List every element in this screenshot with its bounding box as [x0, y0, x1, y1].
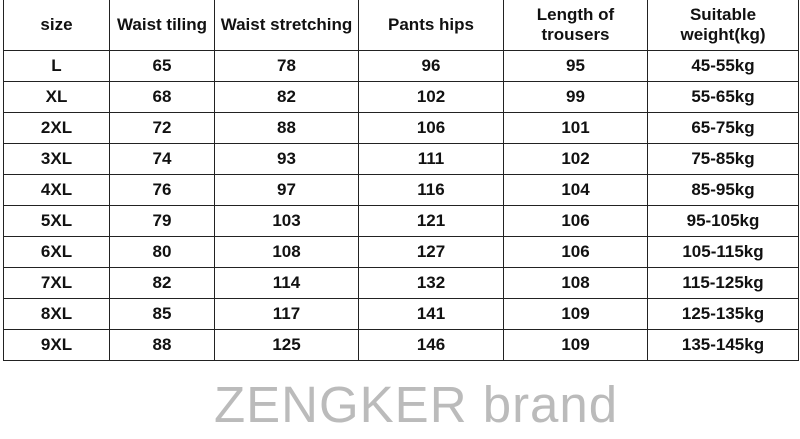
table-cell: 141 — [358, 298, 504, 330]
table-cell: 82 — [109, 267, 215, 299]
table-cell: 116 — [358, 174, 504, 206]
table-cell: 88 — [214, 112, 359, 144]
table-row: XL 68 82 102 99 55-65kg — [3, 81, 799, 113]
table-cell: 106 — [503, 205, 648, 237]
column-header: size — [3, 0, 110, 51]
table-cell: 72 — [109, 112, 215, 144]
table-cell: 96 — [358, 50, 504, 82]
table-cell: 76 — [109, 174, 215, 206]
table-cell: 114 — [214, 267, 359, 299]
table-cell: 127 — [358, 236, 504, 268]
table-cell: 109 — [503, 329, 648, 361]
table-cell: 108 — [214, 236, 359, 268]
table-row: 6XL 80 108 127 106 105-115kg — [3, 236, 799, 268]
table-cell: 106 — [503, 236, 648, 268]
table-cell: 117 — [214, 298, 359, 330]
table-cell: 102 — [358, 81, 504, 113]
table-cell: 121 — [358, 205, 504, 237]
table-cell: 9XL — [3, 329, 110, 361]
table-cell: 4XL — [3, 174, 110, 206]
table-cell: 8XL — [3, 298, 110, 330]
table-cell: 85-95kg — [647, 174, 799, 206]
column-header: Suitable weight(kg) — [647, 0, 799, 51]
table-cell: 95 — [503, 50, 648, 82]
table-cell: 82 — [214, 81, 359, 113]
table-cell: 111 — [358, 143, 504, 175]
table-cell: 78 — [214, 50, 359, 82]
table-row: 4XL 76 97 116 104 85-95kg — [3, 174, 799, 206]
table-row: 7XL 82 114 132 108 115-125kg — [3, 267, 799, 299]
table-cell: 101 — [503, 112, 648, 144]
column-header: Pants hips — [358, 0, 504, 51]
table-cell: 106 — [358, 112, 504, 144]
table-cell: 95-105kg — [647, 205, 799, 237]
table-cell: 74 — [109, 143, 215, 175]
column-header: Waist tiling — [109, 0, 215, 51]
table-row: 8XL 85 117 141 109 125-135kg — [3, 298, 799, 330]
table-cell: 102 — [503, 143, 648, 175]
table-cell: 125 — [214, 329, 359, 361]
table-cell: 68 — [109, 81, 215, 113]
table-cell: 146 — [358, 329, 504, 361]
table-cell: 88 — [109, 329, 215, 361]
table-cell: 103 — [214, 205, 359, 237]
table-cell: 125-135kg — [647, 298, 799, 330]
table-cell: 104 — [503, 174, 648, 206]
table-cell: 65 — [109, 50, 215, 82]
table-row: 2XL 72 88 106 101 65-75kg — [3, 112, 799, 144]
table-cell: 45-55kg — [647, 50, 799, 82]
table-cell: 115-125kg — [647, 267, 799, 299]
table-cell: 135-145kg — [647, 329, 799, 361]
table-row: 5XL 79 103 121 106 95-105kg — [3, 205, 799, 237]
column-header: Length of trousers — [503, 0, 648, 51]
table-cell: 105-115kg — [647, 236, 799, 268]
table-cell: 55-65kg — [647, 81, 799, 113]
table-cell: 80 — [109, 236, 215, 268]
table-cell: 99 — [503, 81, 648, 113]
table-cell: 5XL — [3, 205, 110, 237]
table-cell: 85 — [109, 298, 215, 330]
table-cell: 6XL — [3, 236, 110, 268]
table-cell: L — [3, 50, 110, 82]
table-cell: XL — [3, 81, 110, 113]
table-cell: 79 — [109, 205, 215, 237]
table-cell: 132 — [358, 267, 504, 299]
table-cell: 65-75kg — [647, 112, 799, 144]
table-cell: 97 — [214, 174, 359, 206]
header-row: size Waist tiling Waist stretching Pants hi… — [3, 0, 799, 51]
table-row: 3XL 74 93 111 102 75-85kg — [3, 143, 799, 175]
table-row: 9XL 88 125 146 109 135-145kg — [3, 329, 799, 361]
table-cell: 2XL — [3, 112, 110, 144]
brand-watermark: ZENGKER brand — [214, 376, 619, 433]
column-header: Waist stretching — [214, 0, 359, 51]
table-cell: 75-85kg — [647, 143, 799, 175]
table-row: L 65 78 96 95 45-55kg — [3, 50, 799, 82]
table-cell: 109 — [503, 298, 648, 330]
table-cell: 108 — [503, 267, 648, 299]
size-chart-table: size Waist tiling Waist stretching Pants hi… — [3, 0, 799, 361]
table-cell: 7XL — [3, 267, 110, 299]
table-cell: 93 — [214, 143, 359, 175]
table-cell: 3XL — [3, 143, 110, 175]
